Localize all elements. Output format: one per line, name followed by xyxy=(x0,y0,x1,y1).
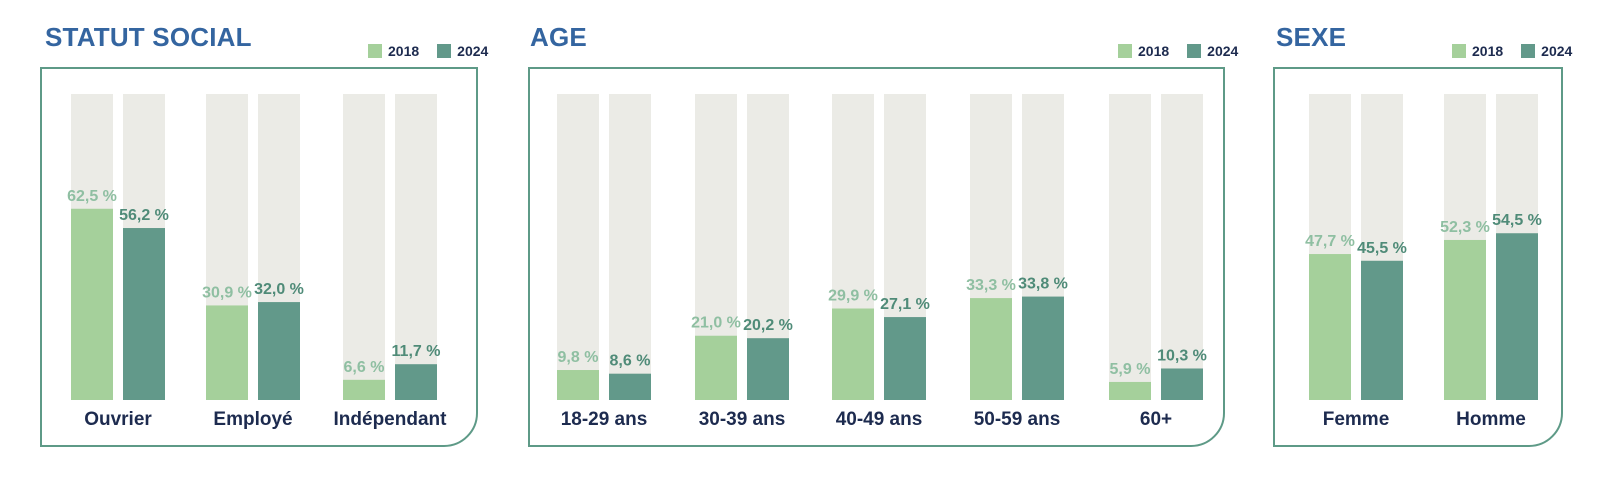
category-label-18-29-ans: 18-29 ans xyxy=(561,409,648,430)
category-label-50-59-ans: 50-59 ans xyxy=(974,409,1061,430)
legend-sexe: 2018 2024 xyxy=(1452,42,1572,60)
bar-40-49-ans-2024 xyxy=(884,317,926,400)
legend-label-2018: 2018 xyxy=(1472,43,1504,59)
bar-50-59-ans-2018 xyxy=(970,298,1012,400)
data-label-50-59-ans-2018: 33,3 % xyxy=(966,277,1016,294)
legend-label-2018: 2018 xyxy=(1138,43,1170,59)
legend-swatch-2024 xyxy=(1187,44,1202,58)
category-label-60plus: 60+ xyxy=(1140,409,1172,430)
bar-18-29-ans-2018 xyxy=(557,370,599,400)
legend-swatch-2018 xyxy=(1452,44,1466,58)
bar-employe-2024 xyxy=(258,302,300,400)
panel-title-statut-social: STATUT SOCIAL xyxy=(45,22,252,52)
bar-employe-2018 xyxy=(206,305,248,400)
data-label-18-29-ans-2018: 9,8 % xyxy=(558,349,599,366)
legend-label-2024: 2024 xyxy=(1207,43,1239,59)
panel-title-age: AGE xyxy=(530,22,587,52)
bar-60plus-2024 xyxy=(1161,368,1203,400)
bar-60plus-2018 xyxy=(1109,381,1151,400)
bar-30-39-ans-2024 xyxy=(747,338,789,400)
legend-swatch-2018 xyxy=(1118,44,1132,58)
data-label-30-39-ans-2024: 20,2 % xyxy=(743,317,793,334)
bar-track-60plus-2018 xyxy=(1109,94,1151,400)
bar-ouvrier-2018 xyxy=(71,208,113,400)
data-label-femme-2024: 45,5 % xyxy=(1357,240,1407,257)
legend-label-2024: 2024 xyxy=(1541,43,1573,59)
legend-label-2018: 2018 xyxy=(388,43,420,59)
bar-track-60plus-2024 xyxy=(1161,94,1203,400)
legend-swatch-2018 xyxy=(368,44,382,58)
data-label-60plus-2018: 5,9 % xyxy=(1110,361,1151,378)
category-label-ouvrier: Ouvrier xyxy=(84,409,152,430)
bar-homme-2018 xyxy=(1444,239,1486,400)
category-label-30-39-ans: 30-39 ans xyxy=(699,409,786,430)
data-label-employe-2024: 32,0 % xyxy=(254,281,304,298)
legend-statut-social: 2018 2024 xyxy=(368,42,488,60)
legend-swatch-2024 xyxy=(1521,44,1536,58)
data-label-50-59-ans-2024: 33,8 % xyxy=(1018,276,1068,293)
data-label-homme-2024: 54,5 % xyxy=(1492,212,1542,229)
data-label-homme-2018: 52,3 % xyxy=(1440,219,1490,236)
panel-title-sexe: SEXE xyxy=(1276,22,1347,52)
data-label-40-49-ans-2024: 27,1 % xyxy=(880,296,930,313)
bar-track-18-29-ans-2024 xyxy=(609,94,651,400)
data-label-employe-2018: 30,9 % xyxy=(202,284,252,301)
category-label-employe: Employé xyxy=(213,409,292,430)
panel-frame-age xyxy=(528,67,1225,447)
category-label-femme: Femme xyxy=(1323,409,1390,430)
legend-label-2024: 2024 xyxy=(457,43,489,59)
legend-age: 2018 2024 xyxy=(1118,42,1238,60)
category-label-homme: Homme xyxy=(1456,409,1526,430)
data-label-independant-2018: 6,6 % xyxy=(344,359,385,376)
bar-50-59-ans-2024 xyxy=(1022,296,1064,400)
bar-ouvrier-2024 xyxy=(123,228,165,400)
legend-swatch-2024 xyxy=(437,44,452,58)
bar-track-18-29-ans-2018 xyxy=(557,94,599,400)
category-label-40-49-ans: 40-49 ans xyxy=(836,409,923,430)
bar-30-39-ans-2018 xyxy=(695,335,737,400)
bar-18-29-ans-2024 xyxy=(609,373,651,400)
bar-homme-2024 xyxy=(1496,233,1538,400)
data-label-independant-2024: 11,7 % xyxy=(392,343,441,360)
data-label-30-39-ans-2018: 21,0 % xyxy=(691,315,741,332)
data-label-ouvrier-2024: 56,2 % xyxy=(119,207,169,224)
bar-track-independant-2018 xyxy=(343,94,385,400)
category-label-independant: Indépendant xyxy=(334,409,448,430)
data-label-60plus-2024: 10,3 % xyxy=(1157,347,1207,364)
data-label-femme-2018: 47,7 % xyxy=(1305,233,1355,250)
data-label-18-29-ans-2024: 8,6 % xyxy=(610,353,651,370)
panel-frame-statut-social xyxy=(40,67,478,447)
bar-independant-2018 xyxy=(343,379,385,400)
panel-frame-sexe xyxy=(1273,67,1563,447)
bar-40-49-ans-2018 xyxy=(832,308,874,400)
data-label-40-49-ans-2018: 29,9 % xyxy=(828,288,878,305)
bar-femme-2018 xyxy=(1309,254,1351,400)
bar-independant-2024 xyxy=(395,364,437,400)
bar-track-independant-2024 xyxy=(395,94,437,400)
data-label-ouvrier-2018: 62,5 % xyxy=(67,188,117,205)
bar-femme-2024 xyxy=(1361,260,1403,400)
